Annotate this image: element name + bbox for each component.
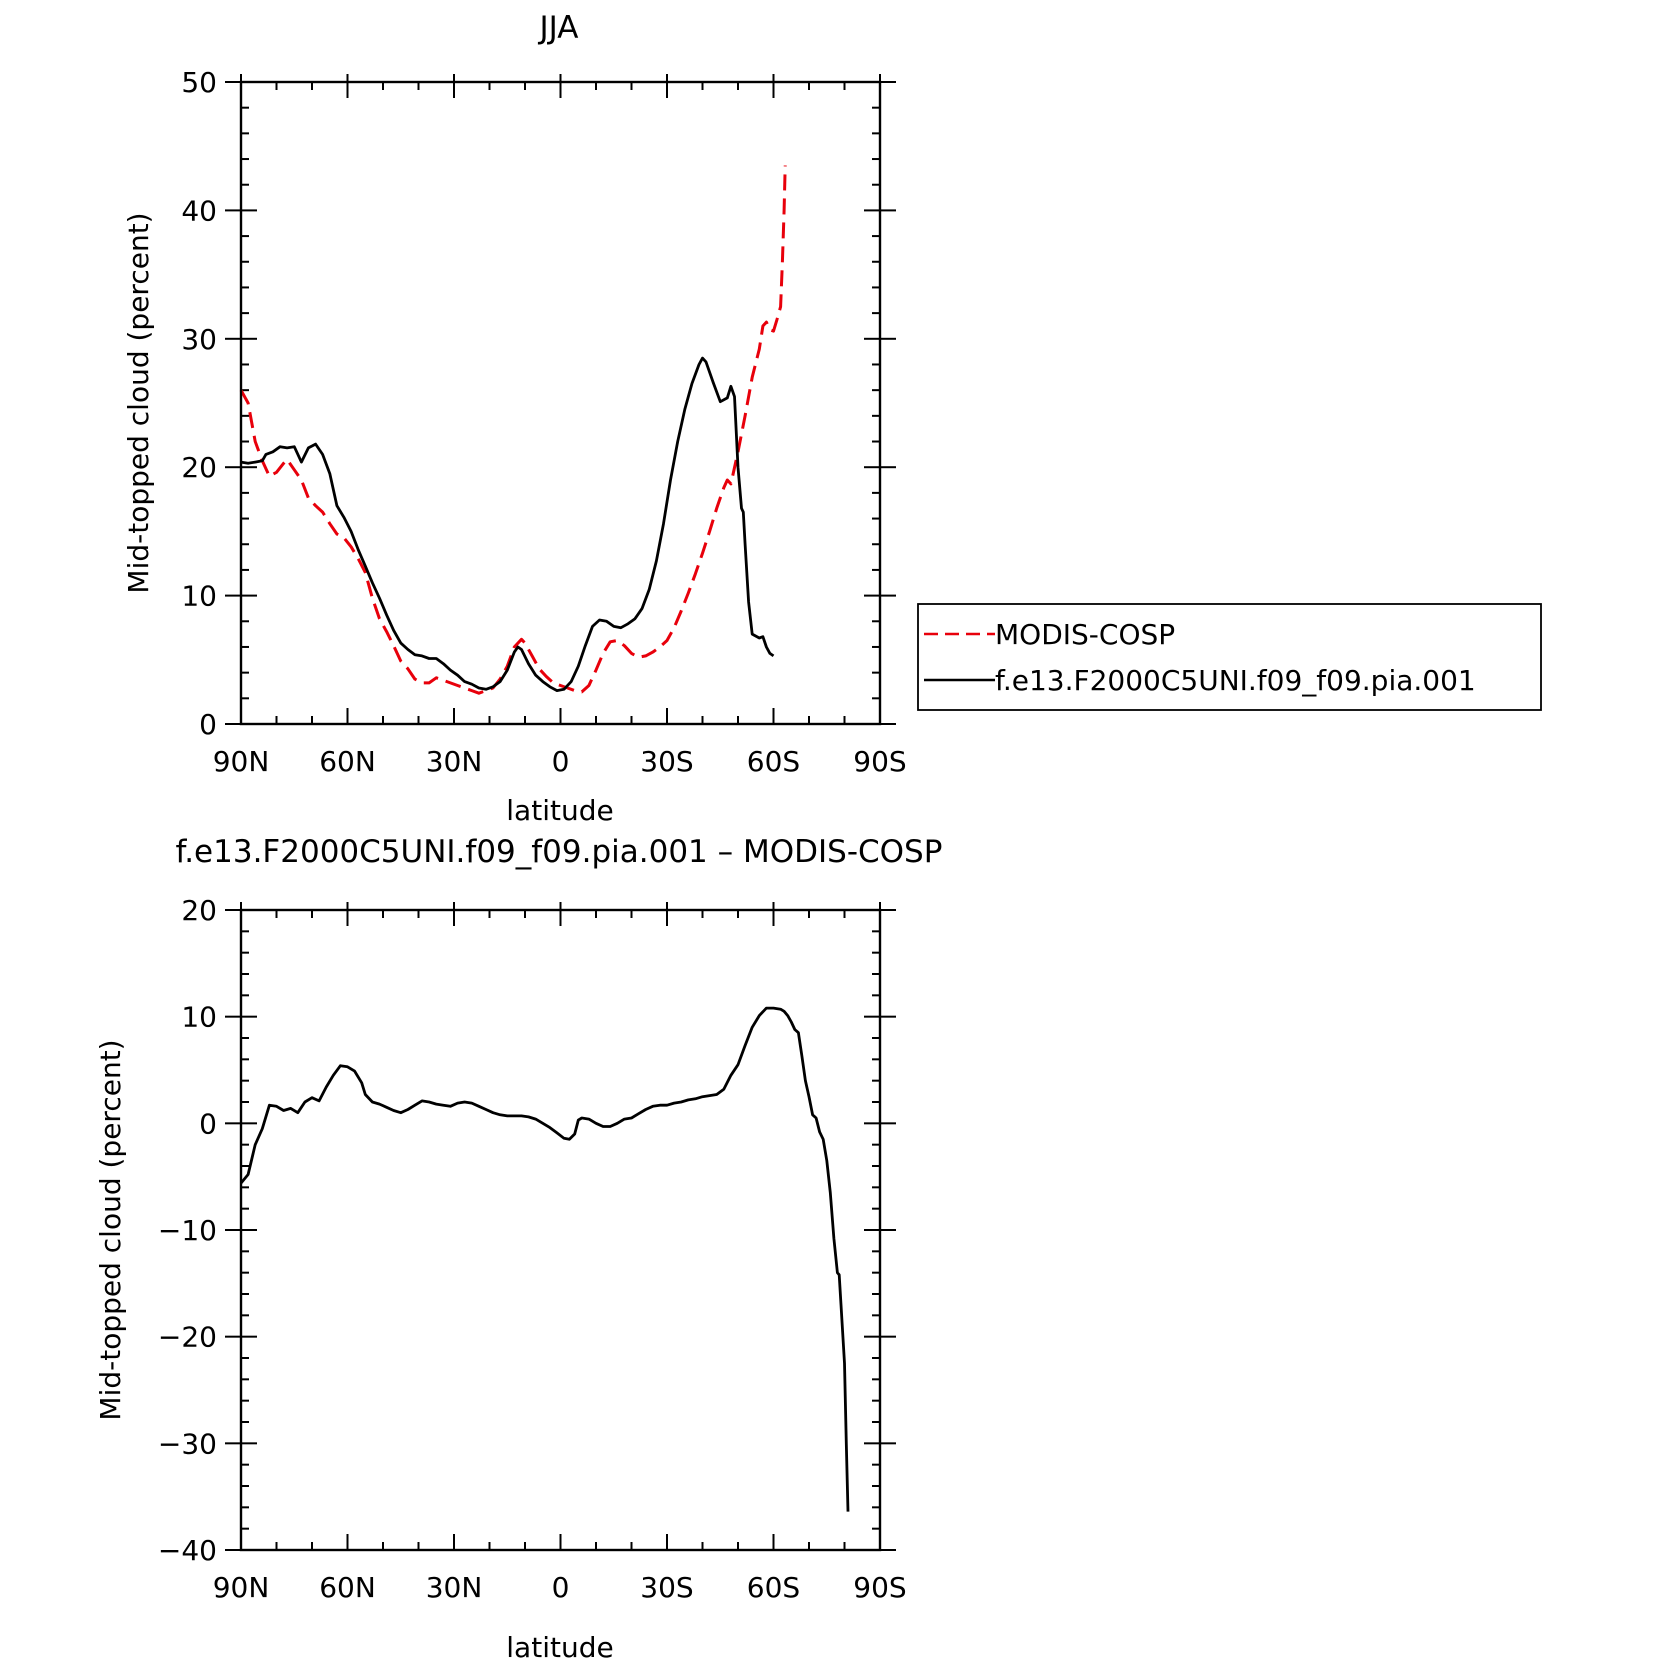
chart-bottom-y-axis-label: Mid-topped cloud (percent) <box>94 1039 127 1420</box>
y-tick-label: 40 <box>181 194 217 227</box>
chart-bottom-frame <box>239 908 882 1552</box>
y-tick-label: 0 <box>199 708 217 741</box>
chart-bottom-x-axis-label: latitude <box>506 1631 613 1664</box>
legend-label-model: f.e13.F2000C5UNI.f09_f09.pia.001 <box>995 664 1476 697</box>
chart-top-title: JJA <box>538 10 579 46</box>
x-tick-label: 60S <box>747 745 800 778</box>
chart-top-y-axis-label: Mid-topped cloud (percent) <box>122 212 155 593</box>
y-tick-label: 10 <box>181 1001 217 1034</box>
x-tick-label: 60N <box>319 745 376 778</box>
chart-top-series <box>239 165 787 695</box>
y-tick-label: 30 <box>181 323 217 356</box>
y-tick-label: 20 <box>181 451 217 484</box>
chart-top-frame <box>239 80 882 726</box>
x-tick-label: 0 <box>552 745 570 778</box>
y-tick-label: −30 <box>158 1427 217 1460</box>
y-tick-label: −40 <box>158 1534 217 1567</box>
x-tick-label: 30N <box>426 745 483 778</box>
chart-bottom-y-tick-labels: −40 −30 −20 −10 0 10 20 <box>158 894 217 1567</box>
chart-bottom-title: f.e13.F2000C5UNI.f09_f09.pia.001 – MODIS… <box>176 834 943 870</box>
chart-top-x-tick-labels: 90N 60N 30N 0 30S 60S 90S <box>213 745 907 778</box>
chart-top-y-tick-labels: 0 10 20 30 40 50 <box>181 66 217 741</box>
series-line-modis <box>239 165 787 695</box>
chart-top-x-axis-label: latitude <box>506 794 613 827</box>
chart-bottom-ticks <box>225 902 896 1551</box>
x-tick-label: 90S <box>853 1571 906 1604</box>
legend-box <box>917 603 1542 711</box>
x-tick-label: 60S <box>747 1571 800 1604</box>
y-tick-label: 50 <box>181 66 217 99</box>
x-tick-label: 90N <box>213 1571 270 1604</box>
chart-bottom-series <box>239 1006 850 1512</box>
series-line-difference <box>239 1006 850 1512</box>
x-tick-label: 0 <box>552 1571 570 1604</box>
y-tick-label: 10 <box>181 580 217 613</box>
legend-label-modis: MODIS-COSP <box>995 618 1175 651</box>
x-tick-label: 30S <box>640 745 693 778</box>
series-line-model <box>240 356 775 692</box>
x-tick-label: 90N <box>213 745 270 778</box>
y-tick-label: 20 <box>181 894 217 927</box>
chart-top-ticks <box>225 74 896 725</box>
y-tick-label: −20 <box>158 1321 217 1354</box>
chart-bottom-difference: f.e13.F2000C5UNI.f09_f09.pia.001 – MODIS… <box>94 834 942 1664</box>
y-tick-label: −10 <box>158 1214 217 1247</box>
x-tick-label: 60N <box>319 1571 376 1604</box>
chart-top-mean-cloud: JJA 90N 60N 30N 0 30S 60S 90S 0 10 20 30 40 50 lati… <box>122 10 1542 827</box>
chart-bottom-x-tick-labels: 90N 60N 30N 0 30S 60S 90S <box>213 1571 907 1604</box>
x-tick-label: 30N <box>426 1571 483 1604</box>
x-tick-label: 90S <box>853 745 906 778</box>
chart-top-legend: MODIS-COSP f.e13.F2000C5UNI.f09_f09.pia.… <box>917 603 1542 711</box>
y-tick-label: 0 <box>199 1107 217 1140</box>
x-tick-label: 30S <box>640 1571 693 1604</box>
